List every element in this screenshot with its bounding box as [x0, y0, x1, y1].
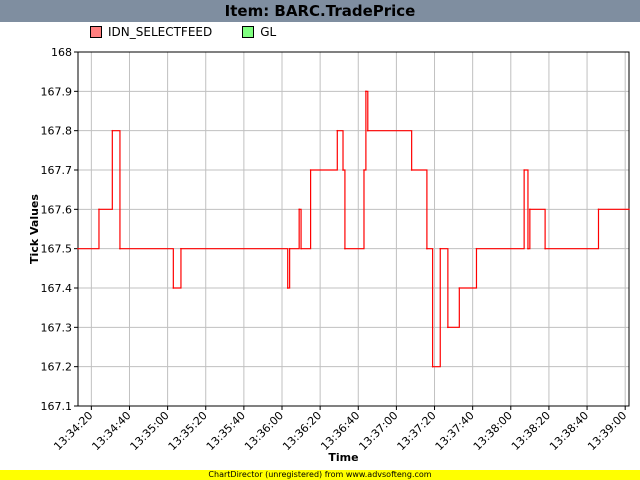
data-point	[529, 208, 531, 211]
plot-border	[77, 51, 630, 407]
data-point	[309, 169, 312, 171]
data-point	[172, 287, 175, 289]
data-point	[286, 287, 289, 289]
x-tick-label: 13:34:40	[89, 409, 133, 453]
data-point	[180, 247, 182, 250]
data-point	[426, 247, 428, 250]
data-point	[447, 326, 449, 329]
x-axis-label: Time	[328, 451, 358, 464]
legend-item-gl: GL	[242, 25, 276, 39]
x-tick-label: 13:37:40	[433, 409, 477, 453]
x-tick-label: 13:37:00	[356, 409, 400, 453]
y-tick-label: 167.4	[41, 282, 73, 295]
data-point	[410, 169, 413, 171]
legend-swatch	[90, 26, 102, 38]
y-tick-label: 167.7	[41, 164, 73, 177]
x-tick-label: 13:34:20	[51, 409, 95, 453]
x-tick-label: 13:36:00	[242, 409, 286, 453]
chart-title: Item: BARC.TradePrice	[0, 0, 640, 22]
data-point	[475, 247, 478, 250]
data-point	[431, 365, 434, 368]
legend-label: GL	[260, 25, 277, 39]
data-point	[439, 247, 442, 250]
legend-label: IDN_SELECTFEED	[108, 25, 213, 39]
x-tick-label: 13:36:20	[280, 409, 324, 453]
y-tick-label: 167.1	[41, 400, 73, 413]
x-tick-label: 13:38:20	[509, 409, 553, 453]
data-point	[336, 129, 339, 132]
x-tick-label: 13:37:20	[395, 409, 439, 453]
x-tick-label: 13:39:00	[585, 409, 629, 453]
data-point	[366, 129, 369, 132]
data-point	[342, 169, 344, 171]
data-point	[544, 247, 546, 250]
y-tick-label: 167.2	[41, 361, 73, 374]
x-tick-label: 13:35:40	[204, 409, 248, 453]
legend: IDN_SELECTFEED GL	[90, 24, 306, 40]
data-point	[523, 169, 525, 171]
data-point	[527, 247, 529, 250]
data-point	[363, 169, 365, 171]
data-point	[98, 208, 100, 211]
data-point	[458, 287, 461, 289]
data-point	[119, 247, 121, 250]
y-tick-label: 168	[51, 46, 72, 59]
data-point	[344, 247, 346, 250]
data-point	[597, 208, 600, 211]
y-axis-label: Tick Values	[28, 194, 41, 264]
data-point	[300, 247, 302, 250]
x-tick-label: 13:38:40	[547, 409, 591, 453]
y-tick-label: 167.6	[41, 203, 73, 216]
data-point	[628, 208, 630, 211]
footer-notice: ChartDirector (unregistered) from www.ad…	[0, 470, 640, 480]
y-tick-label: 167.9	[41, 85, 73, 98]
x-tick-label: 13:35:20	[166, 409, 210, 453]
x-tick-label: 13:38:00	[471, 409, 515, 453]
x-tick-label: 13:35:00	[128, 409, 172, 453]
line-chart: 167.1 167.2 167.3 167.4 167.5 167.6 167.7 167.8…	[28, 46, 630, 464]
legend-swatch	[242, 26, 255, 38]
series-line-idn-selectfeed	[78, 90, 629, 368]
y-tick-label: 167.3	[41, 321, 73, 334]
y-tick-label: 167.8	[41, 125, 73, 138]
plot-area	[78, 52, 629, 406]
legend-item-idn-selectfeed: IDN_SELECTFEED	[90, 25, 212, 39]
data-point	[365, 90, 367, 93]
data-point	[298, 208, 300, 211]
data-point	[77, 247, 79, 250]
data-point	[111, 129, 114, 132]
data-point	[288, 247, 291, 250]
y-tick-label: 167.5	[41, 243, 73, 256]
x-tick-label: 13:36:40	[318, 409, 362, 453]
